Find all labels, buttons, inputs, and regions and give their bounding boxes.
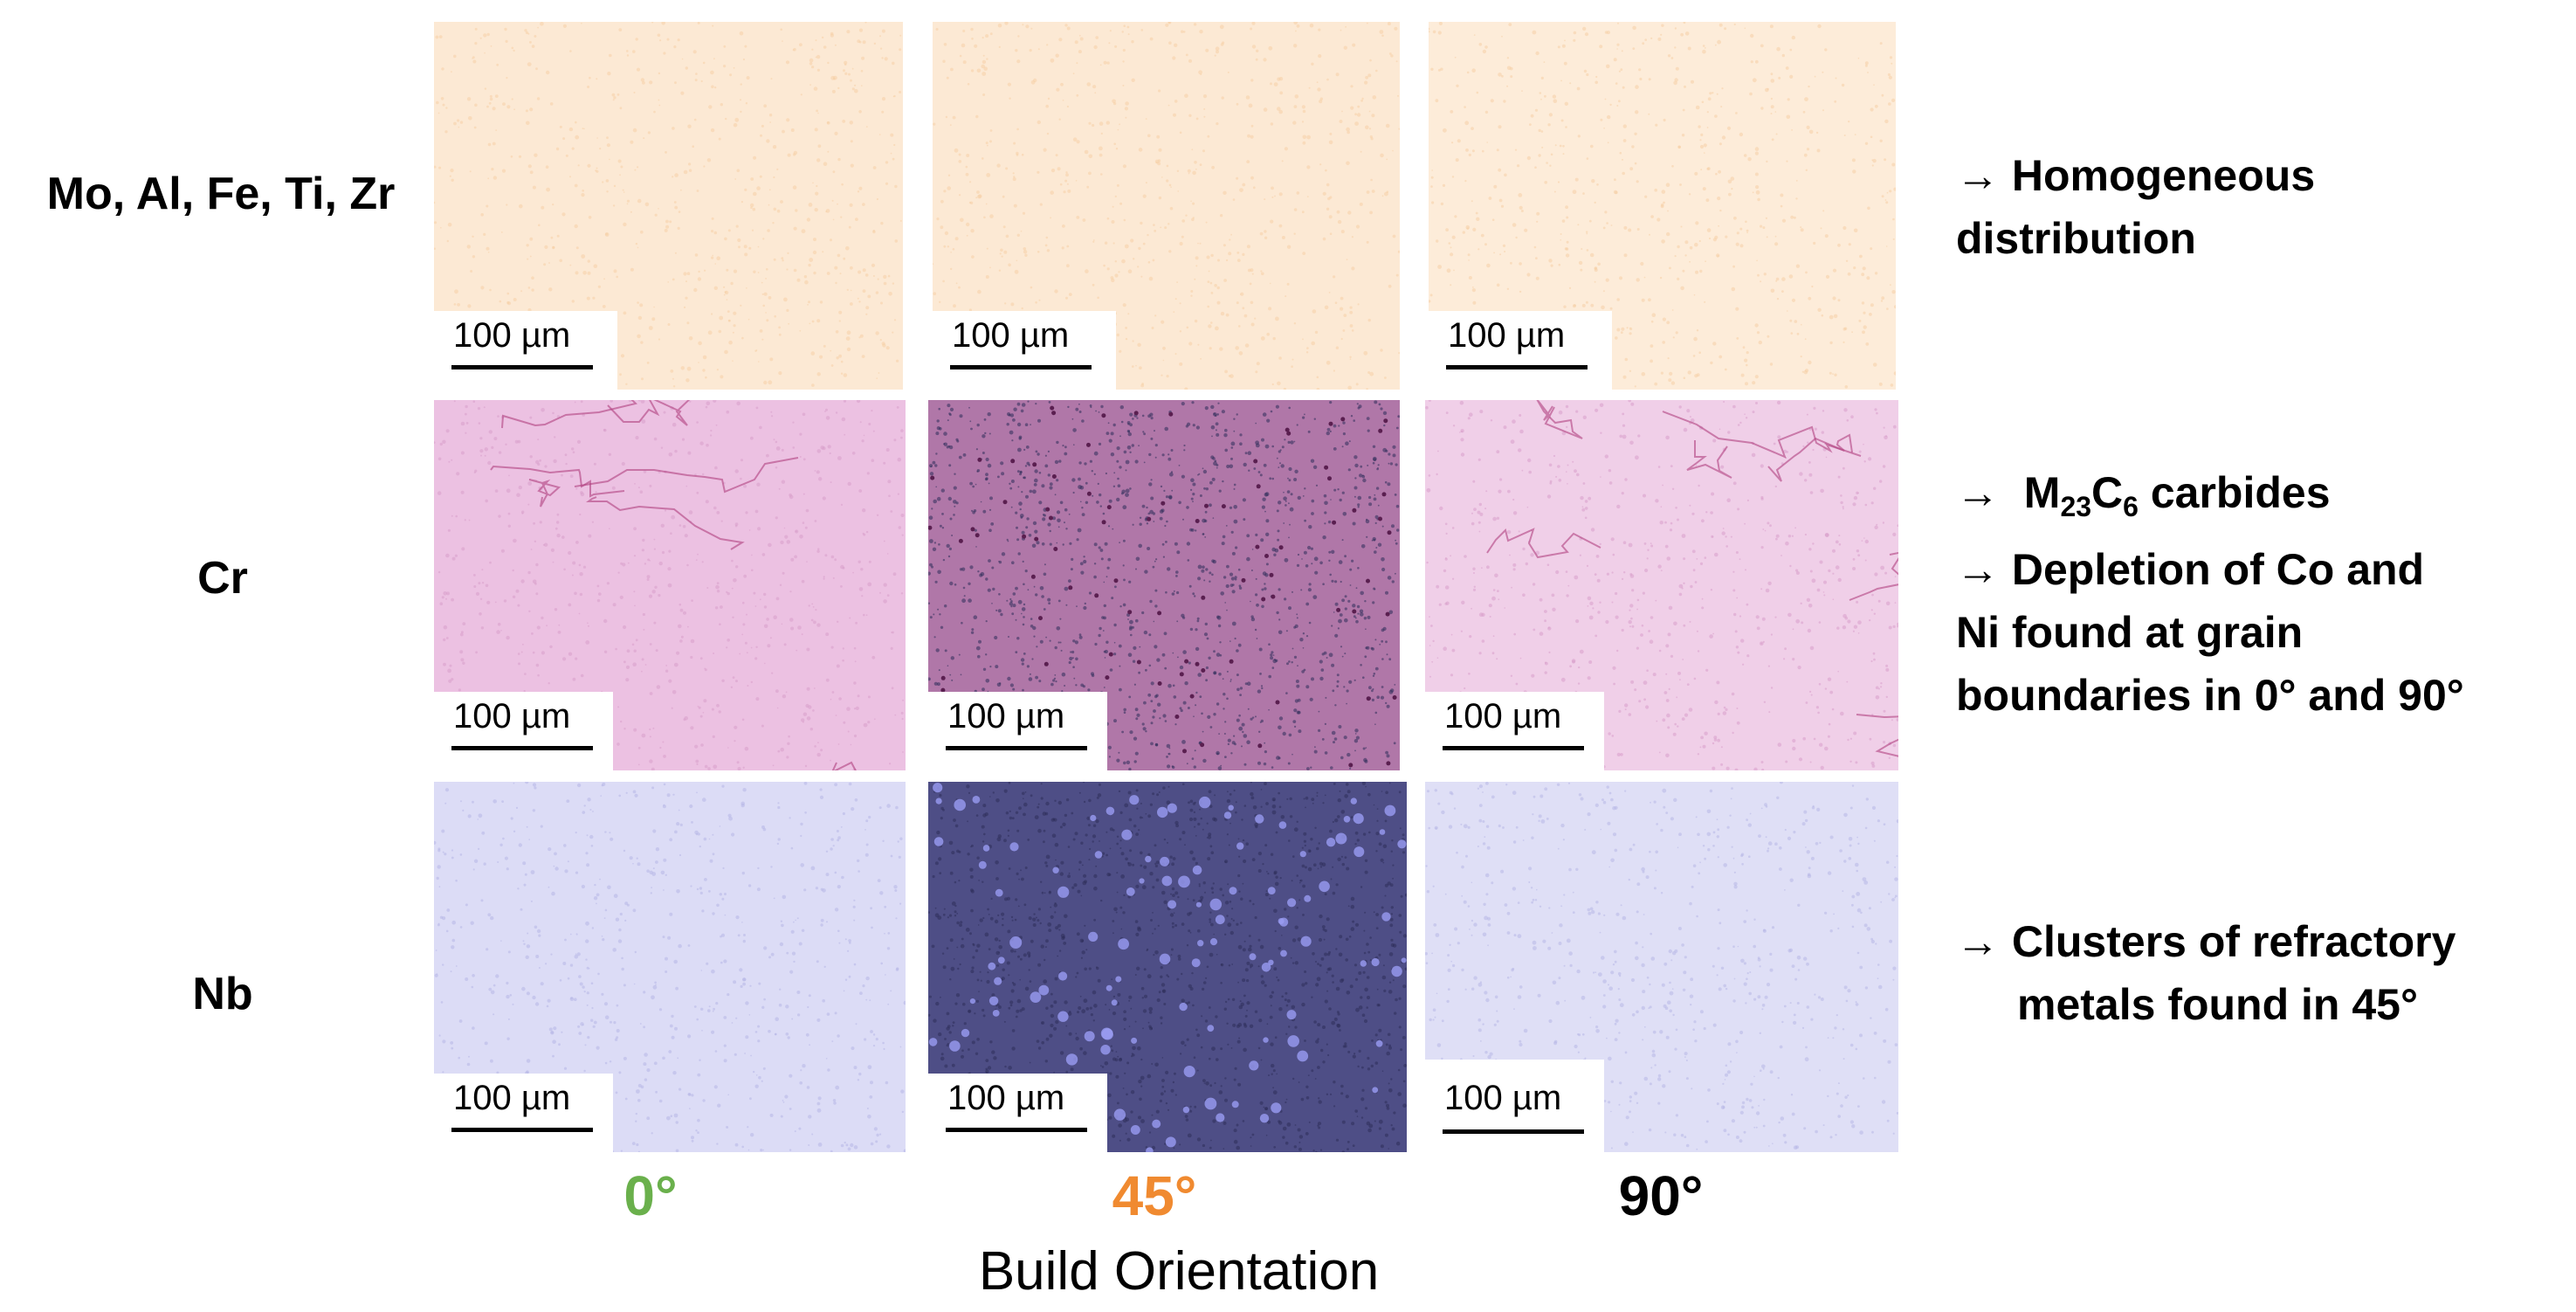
map-row0-col0: 100 µm [434,22,903,390]
map-row1-col2: 100 µm [1425,400,1898,770]
row-label-cr: Cr [197,553,248,604]
column-label-0-degrees: 0° [623,1164,678,1227]
scale-bar-line [451,746,593,750]
scale-bar-line [950,365,1092,369]
row-label-mo-al-fe-ti-zr: Mo, Al, Fe, Ti, Zr [46,169,396,219]
scale-bar-label: 100 µm [947,697,1065,735]
scale-bar-1-0: 100 µm [434,692,613,770]
note-row1-line4: boundaries in 0° and 90° [1956,671,2464,720]
column-label-45-degrees: 45° [1112,1164,1197,1227]
scale-bar-0-1: 100 µm [933,311,1116,390]
scale-bar-line [1443,746,1584,750]
scale-bar-1-2: 100 µm [1425,692,1604,770]
scale-bar-line [946,746,1087,750]
scale-bar-1-1: 100 µm [928,692,1107,770]
map-row2-col2: 100 µm [1425,782,1898,1152]
map-row0-col2: 100 µm [1429,22,1896,390]
note-row0-line1: → Homogeneous [1956,151,2316,200]
note-row1-line2: → Depletion of Co and [1956,545,2425,594]
scale-bar-0-0: 100 µm [434,311,617,390]
scale-bar-label: 100 µm [1444,1079,1562,1117]
scale-bar-line [451,365,593,369]
scale-bar-2-1: 100 µm [928,1074,1107,1152]
note-row0-line2: distribution [1956,214,2196,263]
map-texture [434,782,906,1152]
scale-bar-label: 100 µm [952,316,1070,355]
scale-bar-line [1446,365,1588,369]
note-row1-line3: Ni found at grain [1956,608,2304,657]
note-row1: → M23C6 carbides → Depletion of Co and N… [1956,461,2464,727]
scale-bar-label: 100 µm [453,316,571,355]
scale-bar-line [946,1128,1087,1132]
map-texture [1429,22,1896,390]
map-row1-col0: 100 µm [434,400,906,770]
note-row1-line1: → M23C6 carbides [1956,461,2464,538]
scale-bar-label: 100 µm [453,697,571,735]
scale-bar-line [451,1128,593,1132]
scale-bar-label: 100 µm [1448,316,1566,355]
map-row2-col0: 100 µm [434,782,906,1152]
scale-bar-0-2: 100 µm [1429,311,1612,390]
map-row2-col1: 100 µm [928,782,1407,1152]
note-row2: → Clusters of refractory metals found in… [1956,910,2455,1036]
carbides-word: carbides [2138,468,2331,517]
scale-bar-label: 100 µm [1444,697,1562,735]
scale-bar-label: 100 µm [453,1079,571,1117]
note-row0: → Homogeneous distribution [1956,144,2315,270]
map-row1-col1: 100 µm [928,400,1400,770]
note-row2-line1: → Clusters of refractory [1956,917,2456,966]
axis-title-build-orientation: Build Orientation [978,1241,1380,1302]
arrow-prefix: → [1956,468,2024,517]
column-label-90-degrees: 90° [1618,1164,1704,1227]
scale-bar-2-0: 100 µm [434,1074,613,1152]
row-label-nb: Nb [192,969,253,1019]
scale-bar-label: 100 µm [947,1079,1065,1117]
map-row0-col1: 100 µm [933,22,1400,390]
note-row2-line2: metals found in 45° [2017,980,2418,1029]
scale-bar-2-2: 100 µm [1425,1060,1604,1152]
carbide-formula: M23C6 [2023,468,2139,522]
scale-bar-line [1443,1129,1584,1134]
